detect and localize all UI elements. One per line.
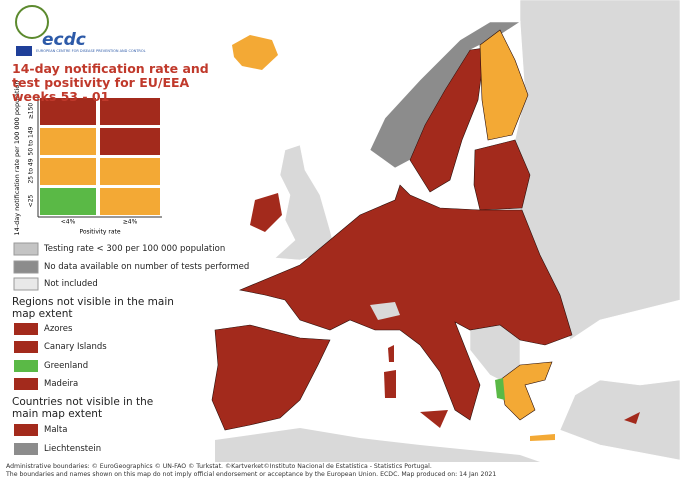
eu-flag <box>16 46 32 56</box>
cell <box>40 128 96 155</box>
legend-label: Canary Islands <box>44 342 107 352</box>
finland <box>479 29 529 141</box>
swatch <box>14 341 38 353</box>
ireland <box>250 193 282 232</box>
section-title: Countries not visible in the main map ex… <box>12 396 154 420</box>
swatch <box>14 424 38 436</box>
row-label: ≥150 <box>28 103 35 120</box>
north-africa <box>215 428 540 462</box>
swatch <box>14 443 38 455</box>
col-label: ≥4% <box>123 219 138 226</box>
iceland <box>232 35 278 70</box>
cell <box>40 98 96 125</box>
swatch <box>13 242 39 256</box>
switzerland <box>370 302 400 320</box>
matrix-y-label: 14-day notification rate per 100 000 pop… <box>13 81 21 236</box>
swatch <box>13 260 39 274</box>
sardinia <box>384 370 396 398</box>
corsica <box>388 345 394 362</box>
uk <box>274 144 336 261</box>
iberia <box>211 324 331 431</box>
legend-label: Testing rate < 300 per 100 000 populatio… <box>44 244 226 254</box>
land-grey <box>514 0 680 461</box>
logo-subtitle: EUROPEAN CENTRE FOR DISEASE PREVENTION A… <box>36 49 146 53</box>
title: 14-day notification rate and test positi… <box>12 61 209 104</box>
logo-name: ecdc <box>42 30 86 50</box>
footer: The boundaries and names shown on this m… <box>6 471 497 478</box>
legend-label: Madeira <box>44 379 79 389</box>
legend-label: Azores <box>44 324 73 334</box>
swatch <box>13 277 39 291</box>
matrix-x-label: Positivity rate <box>79 229 120 236</box>
row-label: 25 to 49 <box>28 158 35 183</box>
legend-label: Not included <box>44 279 98 289</box>
matrix: 14-day notification rate per 100 000 pop… <box>13 81 162 236</box>
logo-globe <box>15 5 49 39</box>
sicily <box>420 410 448 428</box>
legend-label: No data available on number of tests per… <box>44 262 250 272</box>
continent <box>238 184 573 421</box>
cell <box>100 128 160 155</box>
legend-label: Malta <box>44 425 68 435</box>
cell <box>100 98 160 125</box>
cell <box>100 158 160 185</box>
swatch <box>14 378 38 390</box>
greece <box>499 361 553 421</box>
col-label: <4% <box>61 219 76 226</box>
cell <box>40 158 96 185</box>
footer: Administrative boundaries: © EuroGeograp… <box>6 463 432 470</box>
cell <box>100 188 160 215</box>
cell <box>40 188 96 215</box>
crete <box>530 434 555 441</box>
row-label: <25 <box>28 194 35 207</box>
cyprus <box>624 412 640 424</box>
albania <box>495 378 505 400</box>
section-title: Regions not visible in the main map exte… <box>12 296 174 320</box>
swatch <box>14 360 38 372</box>
legend-label: Greenland <box>44 361 89 371</box>
row-label: 50 to 149 <box>28 126 35 155</box>
legend-label: Liechtenstein <box>44 444 102 454</box>
swatch <box>14 323 38 335</box>
baltics <box>473 139 531 211</box>
